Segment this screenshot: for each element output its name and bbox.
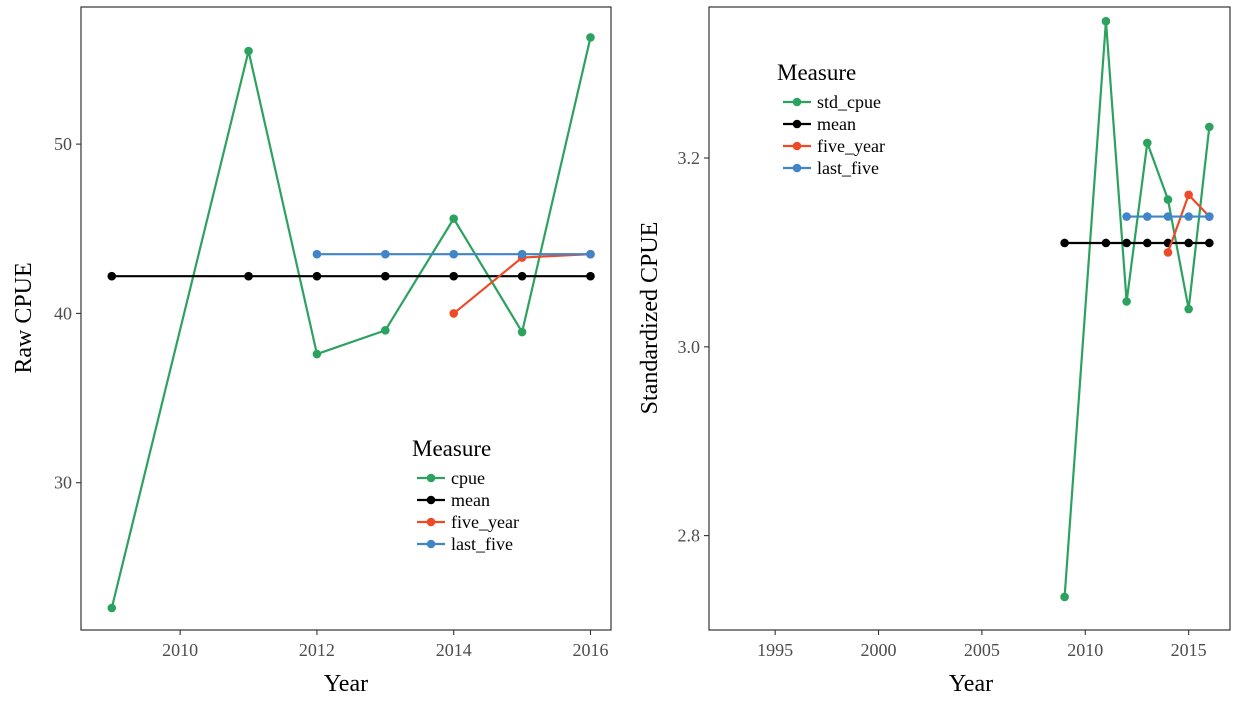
right-x-axis-title: Year [949,671,993,697]
left-legend-label: five_year [451,512,519,532]
right-data-point-mean [1184,238,1193,248]
left-data-point-mean [517,271,527,281]
right-data-point-five-year [1184,190,1193,200]
right-legend-key-point [792,97,802,107]
right-data-point-std-cpue [1101,16,1111,26]
right-legend-key-point [792,163,802,173]
right-legend-label: last_five [817,158,879,178]
left-legend-label: cpue [451,468,485,488]
left-x-tick-label: 2012 [299,640,335,660]
right-x-tick-label: 2005 [964,640,1000,660]
right-y-axis-title: Standardized CPUE [637,222,663,415]
right-data-point-last-five [1205,212,1214,221]
left-legend-title: Measure [412,436,491,461]
left-y-axis-title: Raw CPUE [11,262,37,373]
left-data-point-last-five [586,249,595,259]
left-legend-key-point [426,517,436,527]
right-legend-key-point [792,141,802,151]
left-legend-key-point [426,495,436,505]
left-x-tick-label: 2010 [162,640,198,660]
right-plot-panel [708,6,1231,631]
right-legend-label: std_cpue [817,92,881,112]
right-x-tick-label: 2010 [1067,640,1103,660]
left-x-tick-label: 2016 [572,640,608,660]
right-x-tick-label: 2015 [1171,640,1207,660]
left-legend-label: mean [451,490,490,510]
left-data-point-cpue [312,349,322,359]
left-data-point-five-year [449,309,459,318]
right-data-point-mean [1143,238,1152,248]
left-data-point-cpue [517,327,527,337]
right-data-point-five-year [1163,248,1173,257]
left-data-point-mean [244,271,253,281]
right-data-point-mean [1101,238,1111,248]
left-data-point-last-five [517,249,527,259]
left-legend-key-point [426,539,436,549]
left-data-point-last-five [381,249,390,259]
right-data-point-last-five [1163,212,1173,221]
right-data-point-std-cpue [1060,592,1069,602]
left-data-point-cpue [449,214,459,223]
right-data-point-std-cpue [1205,122,1214,132]
right-legend-title: Measure [777,60,856,85]
left-x-axis-title: Year [324,671,368,697]
right-y-tick-label: 3.0 [678,337,701,357]
left-y-tick-label: 30 [54,473,72,493]
right-data-point-std-cpue [1143,138,1152,148]
right-y-tick-label: 2.8 [678,526,701,546]
left-data-point-mean [449,271,459,281]
left-data-point-cpue [381,326,390,335]
left-data-point-cpue [107,603,117,613]
left-plot-panel [80,6,612,631]
right-data-point-std-cpue [1184,304,1193,314]
left-data-point-mean [312,271,322,281]
right-x-tick-label: 2000 [861,640,897,660]
right-legend-label: five_year [817,136,885,156]
left-y-tick-label: 50 [54,134,72,154]
right-x-tick-label: 1995 [757,640,793,660]
left-x-tick-label: 2014 [436,640,472,660]
left-legend-label: last_five [451,534,513,554]
raw-cpue-panel: 2010 2012 2014 2016 30 40 50 Year Raw CPUE Measur… [11,6,612,697]
left-data-point-cpue [244,46,253,56]
left-legend-key-point [426,473,436,483]
right-data-point-std-cpue [1163,195,1173,204]
left-data-point-last-five [449,249,459,259]
right-y-tick-label: 3.2 [678,148,701,168]
right-data-point-last-five [1122,212,1131,221]
left-data-point-mean [107,271,117,281]
right-data-point-last-five [1143,212,1152,221]
standardized-cpue-panel: 1995 2000 2005 2010 2015 2.8 3.0 3.2 Year Standar… [637,6,1231,697]
right-data-point-mean [1060,238,1069,248]
right-data-point-std-cpue [1122,297,1131,306]
left-data-point-mean [586,271,595,281]
left-data-point-cpue [586,33,595,42]
right-data-point-last-five [1184,212,1193,221]
left-data-point-last-five [312,249,322,259]
right-data-point-mean [1122,238,1131,248]
left-y-tick-label: 40 [54,303,72,323]
left-data-point-mean [381,271,390,281]
right-legend-label: mean [817,114,856,134]
right-legend-key-point [792,119,802,129]
right-data-point-mean [1205,238,1214,248]
